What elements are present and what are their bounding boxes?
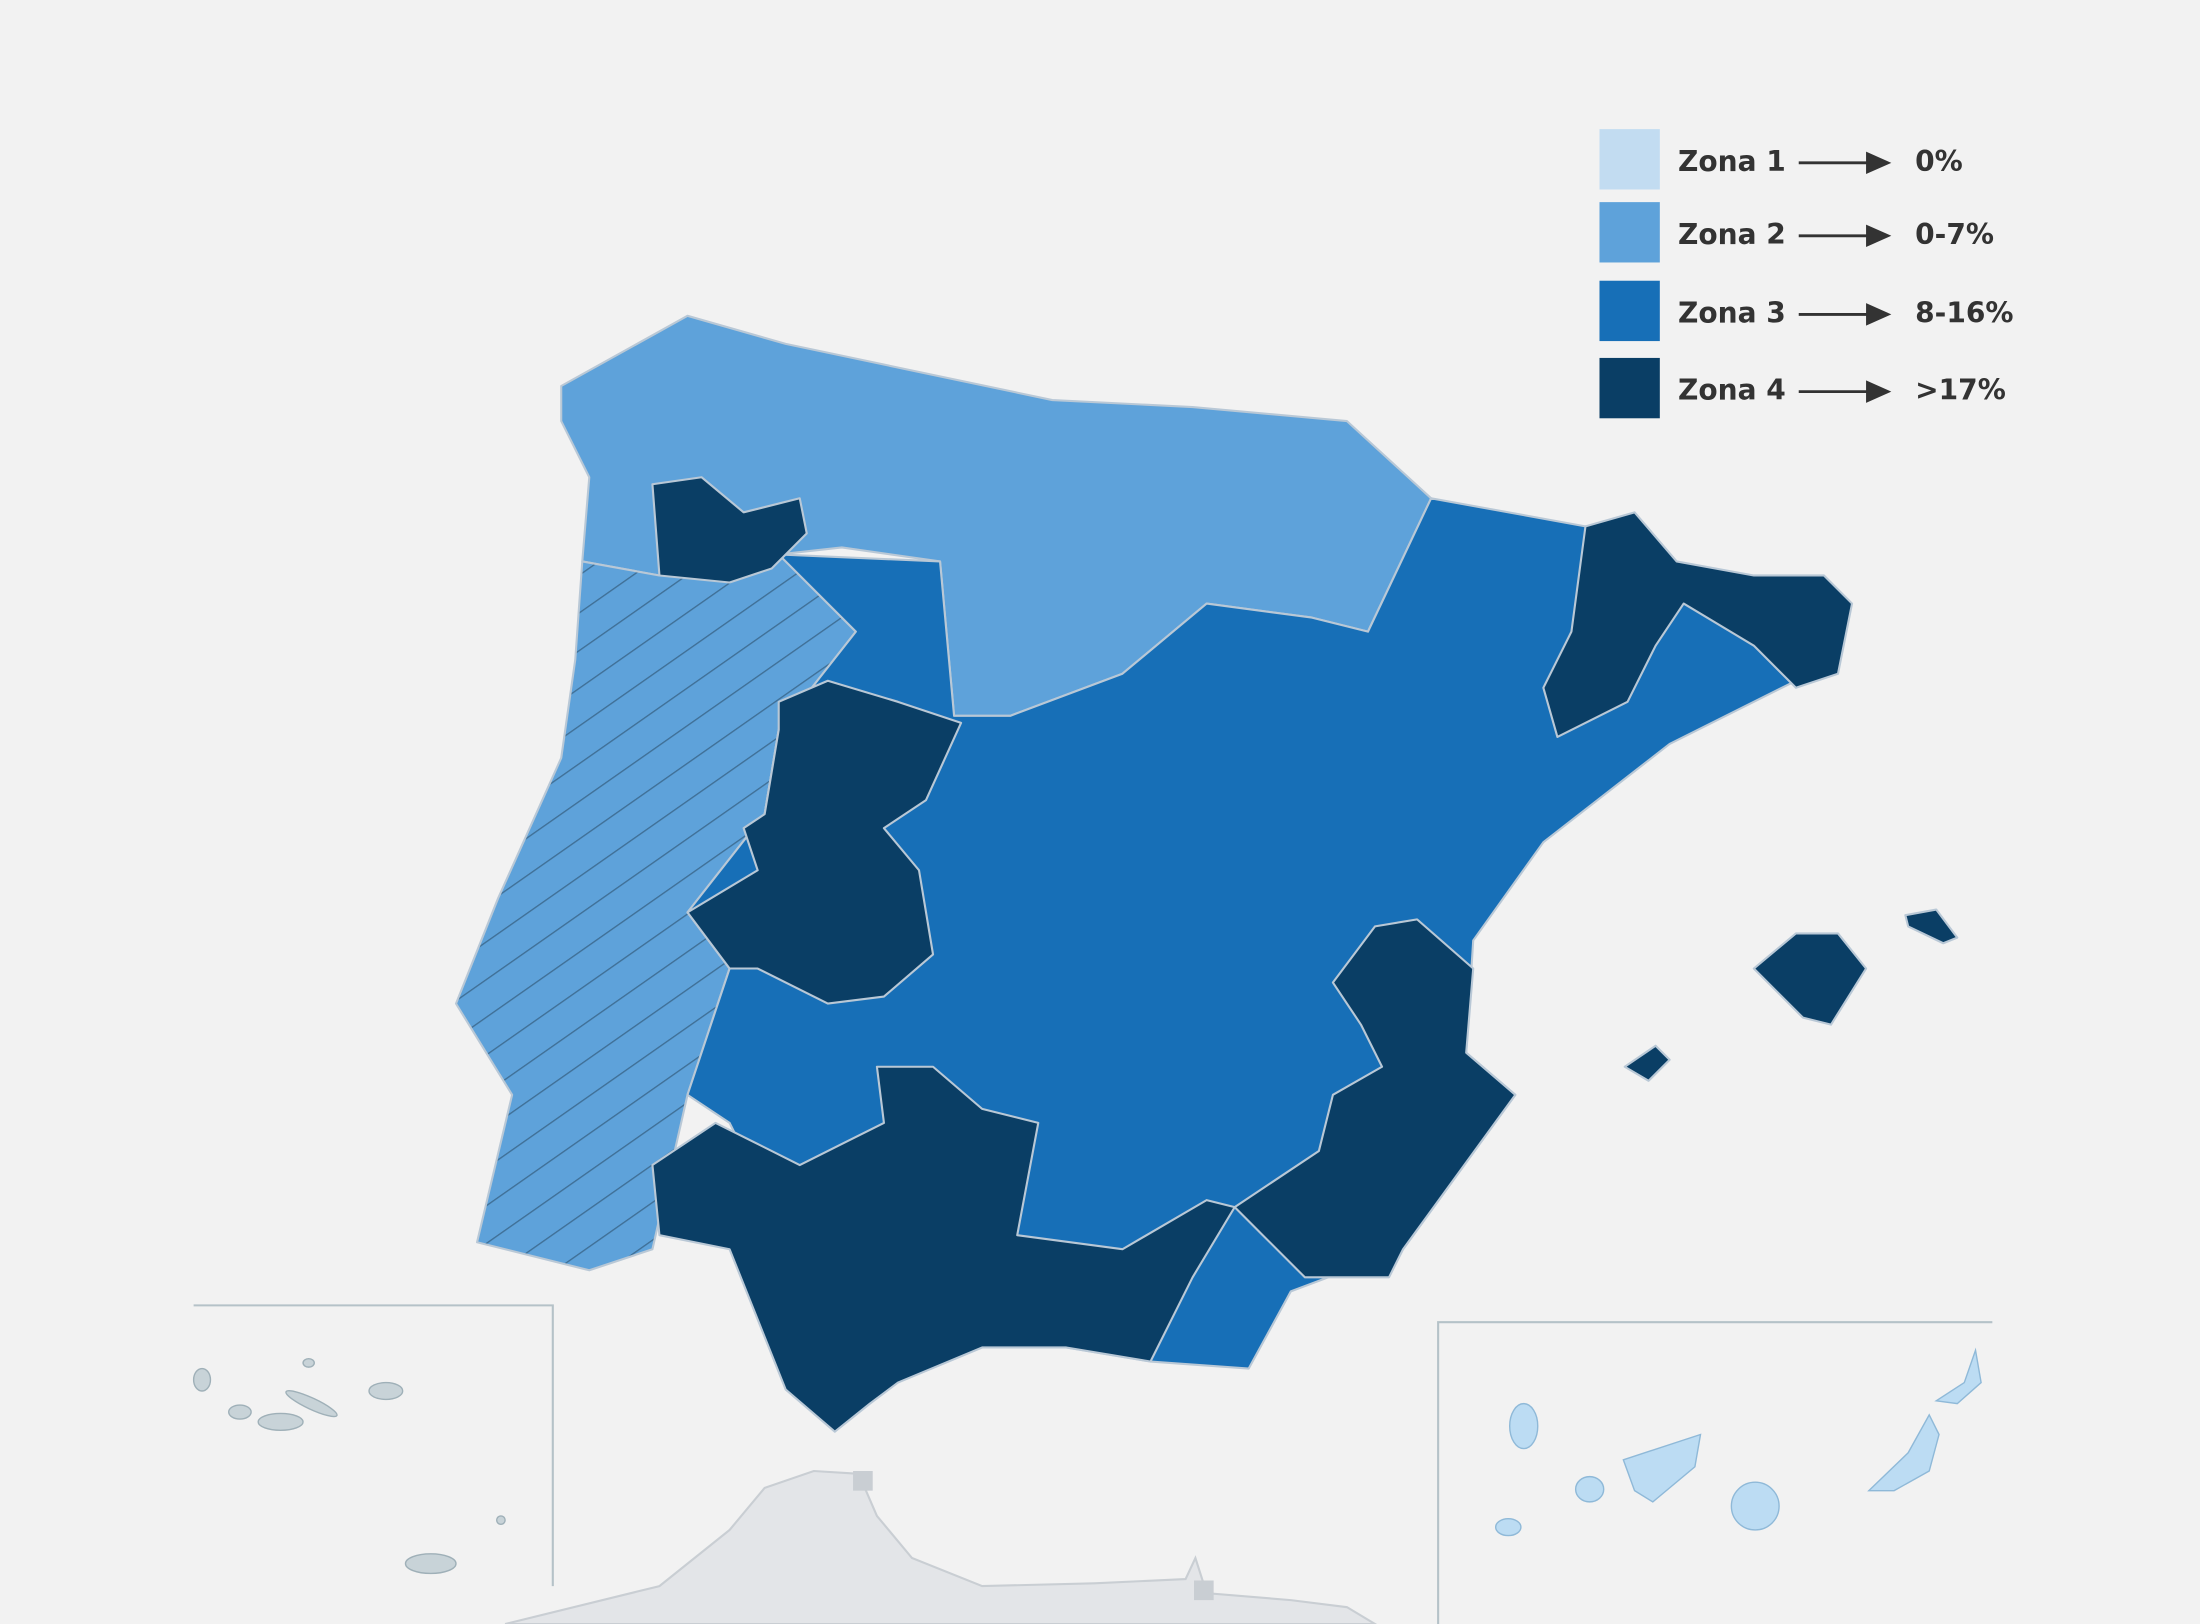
legend-zone: Zona 1 bbox=[1678, 145, 1786, 178]
legend-range: >17% bbox=[1915, 374, 2006, 407]
legend-range: 0% bbox=[1915, 145, 1963, 178]
mallorca bbox=[1752, 932, 1868, 1026]
legend-zone: Zona 2 bbox=[1678, 218, 1786, 251]
legend-swatch bbox=[1599, 129, 1660, 190]
menorca bbox=[1904, 908, 1959, 945]
legend-swatch bbox=[1599, 357, 1660, 419]
legend-arrowhead bbox=[1866, 303, 1892, 326]
legend-zone: Zona 4 bbox=[1678, 374, 1786, 407]
legend-swatch bbox=[1599, 280, 1660, 342]
lleida-girona bbox=[1542, 511, 1854, 738]
melilla bbox=[1194, 1580, 1214, 1601]
legend-zone: Zona 3 bbox=[1678, 296, 1786, 329]
canarias-inset-frame bbox=[1437, 1321, 1993, 1624]
legend: Zona 1 0% Zona 2 0-7% Zona 3 8-16% Zona 4 >17% bbox=[1599, 129, 2013, 419]
ceuta bbox=[853, 1471, 873, 1491]
provinces bbox=[454, 314, 1959, 1433]
africa-coast bbox=[504, 1469, 1378, 1624]
azores-inset-frame bbox=[193, 1304, 554, 1587]
ibiza bbox=[1623, 1044, 1671, 1082]
alicante-murcia bbox=[1233, 918, 1517, 1279]
legend-range: 0-7% bbox=[1915, 218, 1994, 251]
andalusia-west bbox=[651, 1065, 1236, 1433]
legend-swatch bbox=[1599, 202, 1660, 263]
legend-arrowhead bbox=[1866, 380, 1892, 403]
ourense bbox=[651, 476, 808, 584]
legend-arrowhead bbox=[1866, 224, 1892, 248]
legend-arrowhead bbox=[1866, 151, 1892, 175]
legend-range: 8-16% bbox=[1915, 296, 2013, 329]
west-provinces bbox=[686, 679, 963, 1005]
canary-islands bbox=[1494, 1347, 1982, 1537]
azores-islands bbox=[192, 1358, 506, 1575]
